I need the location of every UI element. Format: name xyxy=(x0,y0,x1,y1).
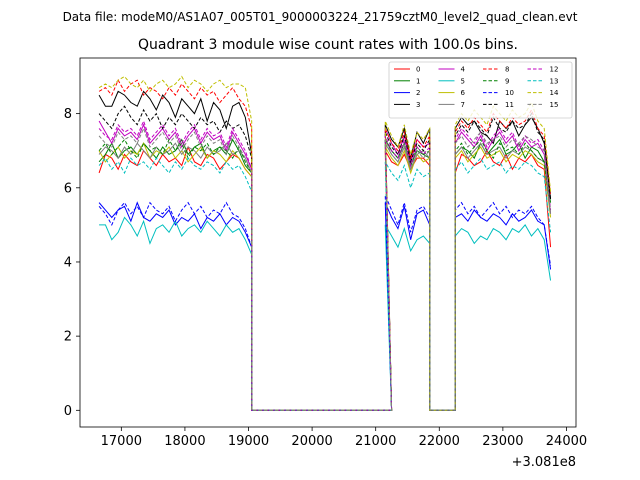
legend-label-1: 1 xyxy=(416,77,420,85)
legend-label-2: 2 xyxy=(416,89,420,97)
series-line-12 xyxy=(98,119,552,411)
y-tick-label: 0 xyxy=(64,404,72,419)
x-tick-label: 17000 xyxy=(101,434,142,449)
legend-label-7: 7 xyxy=(461,101,465,109)
y-tick-label: 2 xyxy=(64,330,72,345)
plot-frame xyxy=(79,57,577,428)
legend-label-10: 10 xyxy=(505,89,514,97)
legend-label-3: 3 xyxy=(416,101,420,109)
x-tick-label: 19000 xyxy=(228,434,269,449)
x-tick-label: 18000 xyxy=(164,434,205,449)
y-tick-label: 6 xyxy=(64,181,72,196)
series-line-15 xyxy=(98,127,552,411)
legend-box xyxy=(388,61,573,119)
legend-label-8: 8 xyxy=(505,66,509,74)
x-tick-label: 23000 xyxy=(482,434,523,449)
x-tick-label: 22000 xyxy=(419,434,460,449)
chart-suptitle: Data file: modeM0/AS1A07_005T01_90000032… xyxy=(63,10,578,24)
plot-area xyxy=(80,58,576,427)
legend-label-4: 4 xyxy=(461,66,466,74)
legend-label-13: 13 xyxy=(550,77,559,85)
series-line-13 xyxy=(98,157,552,411)
series-line-11 xyxy=(98,105,552,411)
legend-label-11: 11 xyxy=(505,101,514,109)
legend-label-9: 9 xyxy=(505,77,509,85)
chart-title: Quadrant 3 module wise count rates with … xyxy=(138,37,518,53)
y-tick-label: 8 xyxy=(64,107,72,122)
legend-label-12: 12 xyxy=(550,66,559,74)
legend-label-15: 15 xyxy=(550,101,559,109)
legend-label-0: 0 xyxy=(416,66,420,74)
y-tick-label: 4 xyxy=(64,255,72,270)
series-line-14 xyxy=(98,75,552,411)
x-tick-label: 24000 xyxy=(546,434,587,449)
series-layer xyxy=(98,75,552,411)
axis-layer: 17000 18000 19000 20000 21000 22000 23000 24000… xyxy=(64,107,587,449)
x-offset-label: +3.081e8 xyxy=(512,455,576,470)
legend-label-5: 5 xyxy=(461,77,465,85)
legend-label-6: 6 xyxy=(461,89,466,97)
x-tick-label: 21000 xyxy=(355,434,396,449)
legend-label-14: 14 xyxy=(550,89,559,97)
x-tick-label: 20000 xyxy=(291,434,332,449)
